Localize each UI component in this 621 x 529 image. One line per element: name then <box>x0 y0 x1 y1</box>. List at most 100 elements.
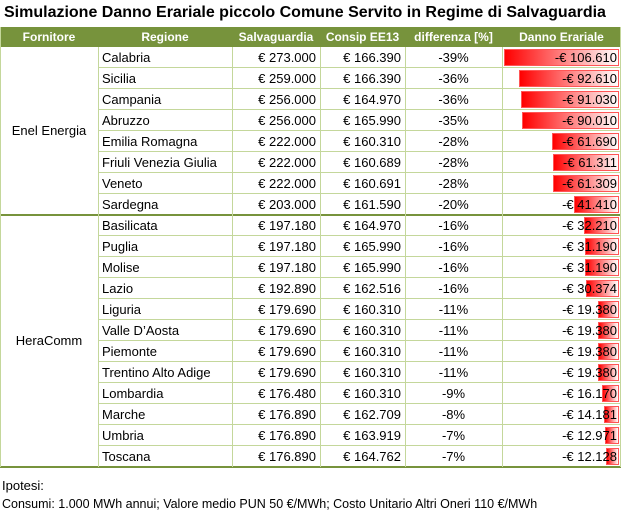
row-line <box>98 319 621 320</box>
row-line <box>98 298 621 299</box>
salvaguardia: € 259.000 <box>258 71 316 86</box>
data-bar <box>552 133 619 150</box>
row-line <box>98 67 621 68</box>
region: Molise <box>102 260 140 275</box>
group-line <box>0 214 621 216</box>
region: Lazio <box>102 281 134 296</box>
row-line <box>98 172 621 173</box>
data-bar <box>504 49 619 66</box>
region: Valle D’Aosta <box>102 323 180 338</box>
salvaguardia: € 179.690 <box>258 365 316 380</box>
salvaguardia: € 176.890 <box>258 407 316 422</box>
region: Friuli Venezia Giulia <box>102 155 217 170</box>
data-bar <box>521 112 619 129</box>
region: Marche <box>102 407 146 422</box>
difference: -16% <box>438 260 469 275</box>
consip: € 160.310 <box>343 386 401 401</box>
consip: € 162.516 <box>343 281 401 296</box>
damage: -€ 61.690 <box>562 134 617 149</box>
consip: € 160.310 <box>343 365 401 380</box>
region: Toscana <box>102 449 151 464</box>
data-bar <box>584 217 619 234</box>
footer-label: Ipotesi: <box>2 478 44 493</box>
supplier: Enel Energia <box>11 123 87 138</box>
row-line <box>98 130 621 131</box>
column-line <box>98 47 99 467</box>
damage: -€ 30.374 <box>562 281 617 296</box>
title: Simulazione Danno Erariale piccolo Comun… <box>4 4 606 21</box>
consip: € 165.990 <box>343 239 401 254</box>
consip: € 160.310 <box>343 302 401 317</box>
column-line <box>320 47 321 467</box>
salvaguardia: € 222.000 <box>258 134 316 149</box>
consip: € 164.970 <box>343 218 401 233</box>
data-bar <box>601 385 619 402</box>
data-bar <box>520 91 619 108</box>
column-line <box>405 47 406 467</box>
damage: -€ 12.971 <box>562 428 617 443</box>
header-salvaguardia: Salvaguardia <box>232 27 320 47</box>
data-bar <box>586 280 619 297</box>
difference: -16% <box>438 239 469 254</box>
data-bar <box>603 406 619 423</box>
data-bar <box>598 322 619 339</box>
region: Abruzzo <box>102 113 150 128</box>
salvaguardia: € 176.890 <box>258 449 316 464</box>
salvaguardia: € 256.000 <box>258 92 316 107</box>
difference: -11% <box>438 323 469 338</box>
damage: -€ 19.380 <box>562 344 617 359</box>
data-bar <box>552 175 619 192</box>
row-line <box>98 193 621 194</box>
damage: -€ 32.210 <box>562 218 617 233</box>
damage: -€ 92.610 <box>562 71 617 86</box>
salvaguardia: € 273.000 <box>258 50 316 65</box>
row-line <box>98 403 621 404</box>
column-line <box>502 47 503 467</box>
salvaguardia: € 192.890 <box>258 281 316 296</box>
difference: -7% <box>441 449 466 464</box>
difference: -36% <box>438 92 469 107</box>
header-fornitore: Fornitore <box>0 27 98 47</box>
damage: -€ 19.380 <box>562 365 617 380</box>
group-line <box>0 466 621 468</box>
data-bar <box>605 448 619 465</box>
consip: € 165.990 <box>343 260 401 275</box>
damage: -€ 41.410 <box>562 197 617 212</box>
row-line <box>98 445 621 446</box>
row-line <box>98 382 621 383</box>
difference: -16% <box>438 281 469 296</box>
damage: -€ 61.309 <box>562 176 617 191</box>
border-left <box>0 27 1 467</box>
consip: € 166.390 <box>343 50 401 65</box>
header-differenza: differenza [%] <box>405 27 502 47</box>
difference: -20% <box>438 197 469 212</box>
difference: -11% <box>438 365 469 380</box>
row-line <box>98 277 621 278</box>
difference: -7% <box>441 428 466 443</box>
difference: -8% <box>441 407 466 422</box>
row-line <box>98 235 621 236</box>
salvaguardia: € 256.000 <box>258 113 316 128</box>
region: Campania <box>102 92 162 107</box>
salvaguardia: € 197.180 <box>258 239 316 254</box>
damage: -€ 91.030 <box>562 92 617 107</box>
region: Trentino Alto Adige <box>102 365 211 380</box>
salvaguardia: € 179.690 <box>258 323 316 338</box>
row-line <box>98 88 621 89</box>
region: Emilia Romagna <box>102 134 198 149</box>
row-line <box>98 256 621 257</box>
damage: -€ 14.181 <box>562 407 617 422</box>
damage: -€ 90.010 <box>562 113 617 128</box>
region: Puglia <box>102 239 139 254</box>
consip: € 165.990 <box>343 113 401 128</box>
region: Basilicata <box>102 218 158 233</box>
damage: -€ 19.380 <box>562 302 617 317</box>
difference: -39% <box>438 50 469 65</box>
data-bar <box>598 301 619 318</box>
damage: -€ 16.170 <box>562 386 617 401</box>
consip: € 164.762 <box>343 449 401 464</box>
consip: € 164.970 <box>343 92 401 107</box>
data-bar <box>585 259 619 276</box>
difference: -16% <box>438 218 469 233</box>
